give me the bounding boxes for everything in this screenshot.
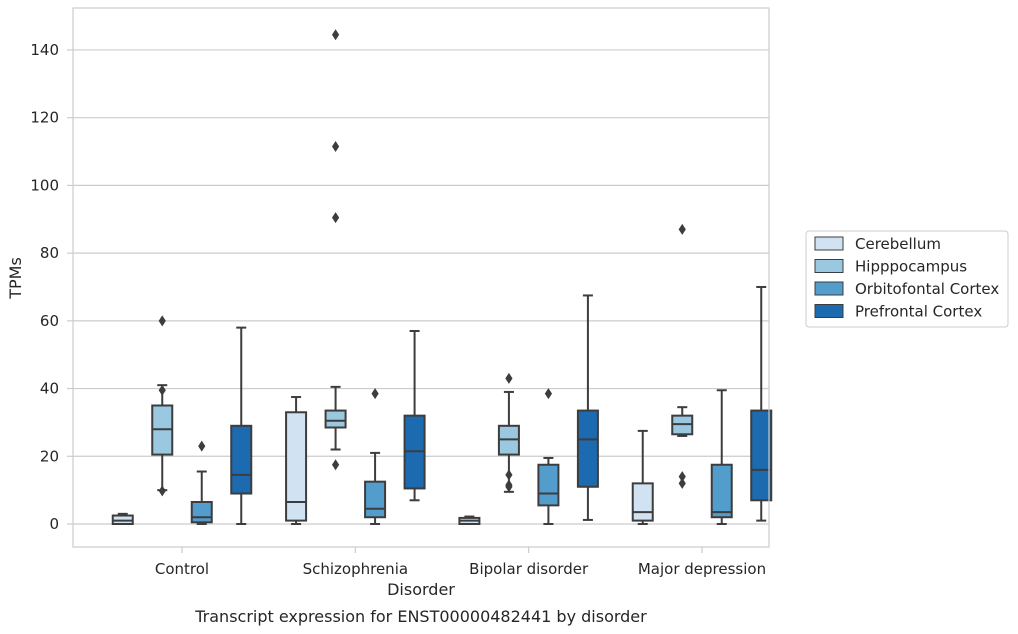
outlier-point	[544, 388, 553, 400]
outlier-point	[331, 212, 340, 224]
y-axis-title: TPMs	[6, 257, 25, 300]
legend-label: Hipppocampus	[855, 258, 967, 276]
x-tick-label: Schizophrenia	[303, 560, 408, 578]
box-hipppocampus	[151, 315, 174, 497]
outlier-point	[505, 481, 513, 493]
box-hipppocampus	[324, 29, 347, 471]
box-cerebellum	[458, 515, 481, 526]
x-tick-label: Bipolar disorder	[469, 560, 589, 578]
chart-caption: Transcript expression for ENST0000048244…	[194, 607, 647, 626]
legend-swatch	[814, 259, 844, 273]
y-axis-ticks: 0 20 40 60 80 100 120 140	[30, 41, 73, 533]
box-orbitofontal-cortex	[190, 440, 213, 525]
legend-label: Prefrontal Cortex	[855, 303, 982, 321]
y-tick-label: 60	[40, 312, 59, 330]
plot-area	[111, 29, 773, 526]
y-tick-label: 40	[40, 380, 59, 398]
box-prefrontal-cortex	[230, 326, 253, 525]
legend: Cerebellum Hipppocampus Orbitofontal Corte…	[805, 230, 1009, 328]
outlier-point	[371, 388, 379, 400]
y-tick-label: 140	[30, 41, 59, 59]
outlier-point	[331, 29, 340, 41]
box-body	[537, 463, 560, 507]
outlier-point	[678, 223, 686, 235]
x-tick-label: Major depression	[638, 560, 766, 578]
box-cerebellum	[285, 396, 308, 525]
box-body	[576, 409, 599, 488]
box-body	[285, 411, 308, 522]
grid-lines	[73, 49, 769, 525]
box-body	[190, 500, 213, 524]
y-tick-label: 120	[30, 109, 59, 127]
box-body	[364, 480, 387, 519]
box-body	[710, 463, 733, 519]
outlier-point	[158, 315, 166, 327]
box-prefrontal-cortex	[750, 285, 773, 522]
x-axis-title: Disorder	[387, 580, 455, 599]
y-tick-label: 20	[40, 447, 59, 465]
outlier-point	[505, 372, 513, 384]
box-hipppocampus	[671, 223, 694, 489]
box-body	[324, 409, 347, 429]
legend-swatch	[814, 281, 844, 296]
plot-frame	[72, 7, 770, 548]
outlier-point	[678, 477, 686, 489]
box-prefrontal-cortex	[403, 329, 426, 502]
box-body	[230, 424, 253, 495]
outlier-point	[678, 471, 686, 483]
box-body	[631, 482, 654, 522]
y-tick-label: 0	[49, 515, 59, 533]
box-body	[750, 409, 773, 502]
outlier-point	[158, 384, 166, 396]
box-orbitofontal-cortex	[364, 388, 387, 525]
outlier-point	[198, 440, 206, 452]
box-hipppocampus	[497, 372, 520, 493]
legend-label: Cerebellum	[855, 235, 941, 253]
box-cerebellum	[631, 429, 654, 525]
box-cerebellum	[111, 512, 134, 525]
outlier-point	[158, 485, 166, 497]
x-tick-label: Control	[155, 560, 209, 578]
legend-frame	[805, 230, 1009, 328]
box-orbitofontal-cortex	[710, 389, 733, 525]
y-tick-label: 80	[40, 244, 59, 262]
x-axis-ticks: Control Schizophrenia Bipolar disorder Majo…	[155, 547, 766, 578]
box-prefrontal-cortex	[576, 294, 599, 521]
y-tick-label: 100	[30, 176, 59, 194]
legend-label: Orbitofontal Cortex	[855, 280, 999, 298]
outlier-point	[505, 469, 513, 481]
outlier-point	[331, 140, 340, 152]
legend-swatch	[814, 236, 844, 251]
box-orbitofontal-cortex	[537, 388, 560, 525]
outlier-point	[331, 459, 340, 471]
legend-swatch	[814, 304, 844, 318]
